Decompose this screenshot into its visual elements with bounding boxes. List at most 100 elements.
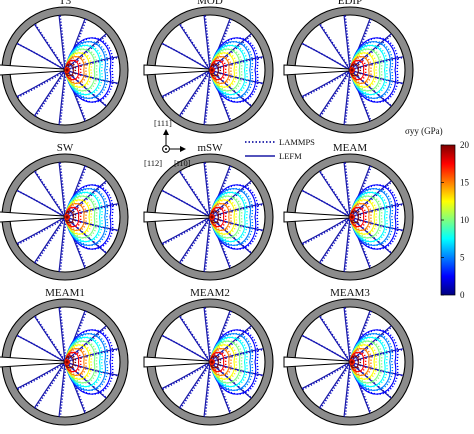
lefm-radial-contour [58, 162, 66, 218]
lefm-lobe-contour [349, 63, 359, 77]
lefm-lobe-contour [209, 355, 219, 369]
crack-tip-core [210, 360, 214, 364]
lefm-radial-contour [58, 15, 66, 71]
lammps-lobe-contour [211, 191, 248, 243]
panel-edip: EDIP [283, 0, 414, 134]
lammps-lobe-contour [351, 44, 388, 96]
lammps-lobe-contour [211, 195, 243, 239]
lefm-lobe-contour [349, 45, 386, 95]
lefm-radial-contour [32, 69, 66, 119]
panel-title: SW [57, 142, 74, 154]
crack-tip-core [350, 215, 354, 219]
lammps-lobe-contour [351, 59, 367, 81]
lammps-lobe-contour [211, 52, 238, 88]
lefm-radial-contour [209, 347, 265, 363]
lefm-lobe-contour [349, 41, 391, 99]
lefm-lobe-contour [64, 340, 96, 384]
lefm-lobe-contour [209, 195, 241, 239]
lammps-lobe-contour [211, 59, 227, 81]
lefm-lobe-contour [209, 340, 241, 384]
lefm-radial-contour [349, 323, 394, 363]
lefm-radial-contour [159, 216, 211, 246]
panel-title: T3 [59, 0, 72, 7]
lammps-radial-contour [59, 162, 67, 218]
panel-title: mSW [197, 142, 223, 154]
lammps-lobe-contour [351, 329, 399, 395]
lefm-lobe-contour [64, 59, 80, 81]
lefm-radial-contour [299, 216, 351, 246]
lefm-lobe-contour [209, 199, 235, 235]
lammps-lobe-contour [66, 340, 98, 384]
lefm-lobe-contour [64, 203, 85, 231]
lefm-lobe-contour [64, 52, 90, 88]
lefm-radial-contour [32, 216, 66, 266]
lammps-radial-contour [59, 307, 67, 363]
lammps-radial-contour [204, 162, 212, 218]
lefm-lobe-contour [209, 59, 225, 81]
lefm-radial-contour [64, 202, 120, 218]
lefm-lobe-contour [349, 184, 397, 250]
lefm-radial-contour [203, 307, 211, 363]
lefm-radial-contour [58, 307, 66, 363]
lammps-lobe-contour [211, 44, 248, 96]
lefm-radial-contour [64, 347, 120, 363]
lefm-radial-contour [177, 69, 211, 119]
panel-contours [159, 307, 265, 417]
lefm-radial-contour [317, 69, 351, 119]
lammps-lobe-contour [351, 184, 399, 250]
lefm-lobe-contour [349, 37, 397, 103]
lefm-radial-contour [32, 361, 66, 411]
lefm-lobe-contour [64, 45, 101, 95]
lefm-radial-contour [159, 361, 211, 391]
lefm-radial-contour [58, 216, 66, 272]
crack-notch [143, 356, 210, 368]
lammps-lobe-contour [66, 48, 98, 92]
lefm-lobe-contour [349, 333, 391, 391]
lammps-lobe-contour [351, 187, 394, 247]
lefm-radial-contour [177, 216, 211, 266]
lefm-lobe-contour [349, 56, 370, 84]
lefm-lobe-contour [209, 48, 241, 92]
panel-meam3: MEAM3 [283, 287, 414, 426]
colorbar-tick-label: 20 [460, 140, 470, 150]
lefm-radial-contour [343, 162, 351, 218]
axis-up-label: [111] [154, 118, 172, 128]
crack-tip-core [210, 215, 214, 219]
panel-title: MEAM3 [330, 287, 370, 299]
panel-contours [299, 162, 405, 272]
lammps-radial-contour [59, 70, 67, 125]
lammps-radial-contour [344, 70, 352, 125]
lefm-lobe-contour [209, 52, 235, 88]
lammps-lobe-contour [351, 344, 378, 380]
lefm-radial-contour [343, 361, 351, 417]
lefm-radial-contour [203, 15, 211, 71]
crack-notch [143, 64, 210, 76]
lefm-radial-contour [343, 307, 351, 363]
lefm-radial-contour [209, 202, 265, 218]
lammps-lobe-contour [211, 336, 248, 388]
crack-notch [283, 356, 350, 368]
lammps-lobe-contour [66, 40, 109, 100]
lefm-lobe-contour [349, 206, 365, 228]
lefm-lobe-contour [209, 63, 219, 77]
lefm-lobe-contour [349, 337, 386, 387]
lammps-lobe-contour [351, 351, 367, 373]
panel-contours [14, 162, 120, 272]
lammps-lobe-contour [351, 199, 378, 235]
lefm-lobe-contour [64, 199, 90, 235]
lammps-lobe-contour [211, 351, 227, 373]
crack-tip-core [350, 360, 354, 364]
lefm-lobe-contour [64, 337, 101, 387]
lefm-radial-contour [349, 178, 394, 218]
lammps-lobe-contour [66, 191, 103, 243]
panel-contours [299, 307, 405, 417]
lammps-lobe-contour [66, 210, 77, 224]
lefm-lobe-contour [349, 348, 370, 376]
lammps-lobe-contour [66, 187, 109, 247]
lefm-radial-contour [343, 216, 351, 272]
lefm-lobe-contour [64, 329, 112, 395]
lammps-lobe-contour [66, 344, 93, 380]
lammps-lobe-contour [66, 52, 93, 88]
lammps-lobe-contour [66, 63, 77, 77]
